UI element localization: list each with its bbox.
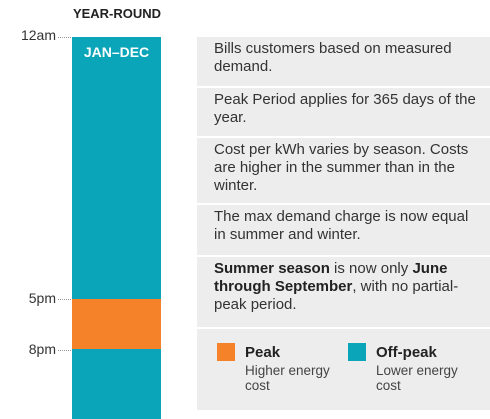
peak-block <box>72 299 161 349</box>
emphasis: Summer season <box>214 260 330 277</box>
legend-name: Off-peak <box>376 344 437 361</box>
legend-description: Higher energy cost <box>245 363 330 393</box>
time-label: 8pm <box>28 341 56 357</box>
emphasis: June through September <box>214 260 448 295</box>
title: YEAR-ROUND <box>72 6 162 21</box>
season-note: Summer season is now only June through S… <box>197 257 490 329</box>
time-tick <box>58 350 71 351</box>
off-peak-bar <box>72 37 161 419</box>
legend-swatch <box>217 343 235 361</box>
note: The max demand charge is now equal in su… <box>197 205 490 257</box>
note: Cost per kWh varies by season. Costs are… <box>197 138 490 205</box>
note: Peak Period applies for 365 days of the … <box>197 88 490 138</box>
text: , with no partial-peak period. <box>214 278 459 313</box>
time-label: 12am <box>20 27 56 43</box>
note: Bills customers based on measured demand… <box>197 37 490 88</box>
legend-swatch <box>348 343 366 361</box>
time-tick <box>58 299 71 300</box>
time-tick <box>58 37 71 38</box>
notes-panel <box>197 37 490 410</box>
time-label: 5pm <box>28 290 56 306</box>
bar-label: JAN–DEC <box>83 44 150 60</box>
legend-description: Lower energy cost <box>376 363 458 393</box>
legend-name: Peak <box>245 344 281 361</box>
text: is now only <box>329 260 413 277</box>
